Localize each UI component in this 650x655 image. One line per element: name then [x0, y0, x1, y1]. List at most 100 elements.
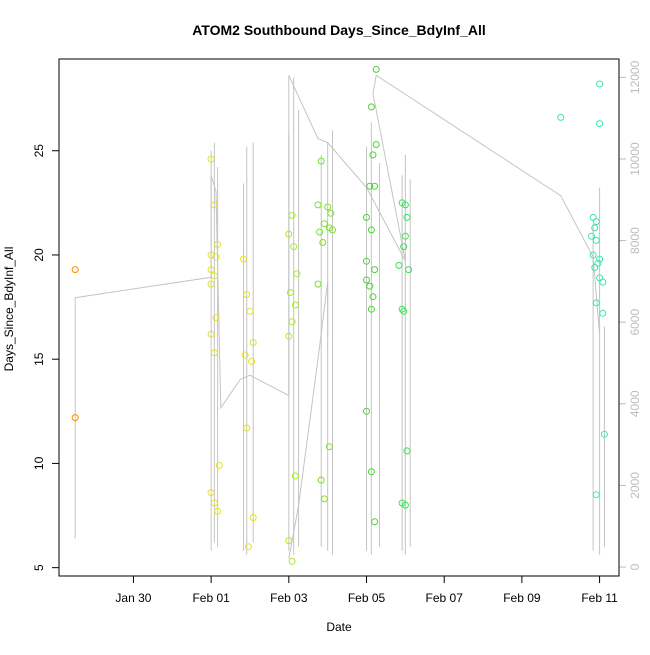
- data-point-s1-6: [210, 272, 218, 280]
- data-point-s5-1: [401, 201, 409, 209]
- data-point-s5-9: [403, 447, 411, 455]
- data-point-s1-9: [207, 330, 215, 338]
- data-point-s3-11: [317, 476, 325, 484]
- data-point-s6-8: [589, 251, 597, 259]
- data-point-s2-6: [288, 318, 296, 326]
- data-point-s3-9: [314, 280, 322, 288]
- data-point-s2-8: [291, 472, 299, 480]
- data-point-s1-21: [243, 424, 251, 432]
- data-point-s0-0: [71, 266, 79, 274]
- data-point-s2-2: [290, 243, 298, 251]
- data-point-s6-0: [557, 113, 565, 121]
- data-point-s1-10: [210, 349, 218, 357]
- data-point-s6-17: [592, 491, 600, 499]
- data-point-s4-13: [367, 305, 375, 313]
- y2-tick-label-0: 0: [628, 563, 642, 570]
- x-tick-label-0: Jan 30: [115, 591, 151, 605]
- x-tick-label-1: Feb 01: [192, 591, 230, 605]
- data-point-s1-8: [212, 314, 220, 321]
- chart-title: ATOM2 Southbound Days_Since_BdyInf_All: [192, 22, 486, 38]
- data-point-s6-15: [599, 309, 607, 317]
- data-point-s6-1: [596, 80, 604, 88]
- data-point-s1-19: [241, 351, 249, 359]
- y-tick-label-1: 10: [32, 456, 46, 470]
- data-point-s1-20: [248, 357, 256, 365]
- data-point-s5-8: [400, 307, 408, 315]
- data-point-s4-4: [366, 182, 374, 190]
- data-point-s6-13: [599, 278, 607, 286]
- data-point-s1-14: [214, 507, 222, 515]
- data-point-s3-4: [320, 220, 328, 228]
- data-point-s2-4: [286, 289, 294, 296]
- y-tick-label-4: 25: [32, 144, 46, 158]
- data-point-s1-15: [240, 255, 247, 263]
- data-point-s6-3: [589, 213, 597, 221]
- data-point-s4-11: [366, 282, 374, 290]
- data-point-s5-6: [405, 266, 413, 274]
- data-point-s3-3: [327, 209, 335, 217]
- axes-layer: Jan 30 Feb 01 Feb 03 Feb 05 Feb 07 Feb 09 Feb …: [32, 60, 642, 605]
- data-point-s5-11: [401, 501, 409, 509]
- data-point-s5-4: [400, 243, 408, 251]
- data-point-s3-12: [320, 495, 328, 503]
- data-point-s4-8: [363, 257, 370, 265]
- data-point-s2-0: [288, 211, 296, 219]
- data-point-s6-16: [600, 430, 608, 438]
- data-point-s2-7: [285, 332, 293, 340]
- data-point-s1-2: [214, 241, 222, 248]
- data-point-s5-2: [403, 213, 411, 221]
- data-point-s6-9: [596, 255, 604, 263]
- data-point-s1-0: [207, 155, 215, 163]
- data-point-s1-16: [243, 291, 251, 299]
- data-point-s1-5: [207, 266, 215, 274]
- data-point-s4-15: [367, 468, 375, 476]
- data-point-s6-5: [591, 224, 599, 232]
- data-point-s4-1: [367, 103, 375, 111]
- data-point-s0-1: [71, 414, 79, 422]
- data-point-s6-14: [592, 299, 600, 307]
- data-point-s1-11: [215, 462, 223, 469]
- x-axis-label: Date: [326, 620, 352, 634]
- y2-tick-label-6: 12000: [628, 60, 642, 94]
- y2-tick-label-2: 4000: [628, 390, 642, 417]
- data-point-s3-6: [329, 226, 336, 234]
- x-tick-label-6: Feb 11: [581, 591, 618, 605]
- x-tick-label-5: Feb 09: [503, 591, 541, 605]
- x-tick-label-4: Feb 07: [426, 591, 464, 605]
- data-point-s4-9: [371, 266, 379, 274]
- data-point-s3-2: [324, 203, 332, 211]
- y2-tick-label-4: 8000: [628, 227, 642, 254]
- data-point-s6-10: [594, 259, 602, 267]
- data-points-layer: [71, 65, 608, 565]
- data-point-s4-10: [363, 276, 370, 284]
- data-point-s6-11: [591, 264, 599, 271]
- data-point-s3-10: [325, 443, 333, 451]
- data-point-s1-12: [207, 489, 215, 497]
- data-point-s1-17: [246, 307, 254, 315]
- data-point-s1-23: [244, 543, 252, 551]
- data-point-s4-2: [372, 141, 380, 148]
- data-point-s5-7: [398, 305, 406, 313]
- data-point-s6-2: [596, 120, 604, 128]
- data-point-s4-0: [372, 65, 380, 73]
- x-tick-label-3: Feb 05: [348, 591, 386, 605]
- data-point-s5-5: [395, 261, 403, 269]
- secondary-trace-0: [74, 74, 601, 539]
- data-point-s1-18: [249, 339, 257, 346]
- secondary-series-layer: [74, 74, 605, 559]
- data-point-s4-7: [367, 226, 375, 234]
- data-point-s2-5: [291, 301, 299, 309]
- data-point-s1-1: [210, 201, 218, 209]
- data-point-s6-4: [592, 218, 600, 226]
- y-tick-label-2: 15: [32, 352, 46, 366]
- data-point-s4-3: [369, 151, 377, 159]
- x-tick-label-2: Feb 03: [270, 591, 308, 605]
- data-point-s6-7: [592, 236, 600, 244]
- data-point-s3-1: [314, 201, 322, 209]
- data-point-s2-9: [285, 537, 293, 545]
- data-point-s1-7: [207, 280, 215, 288]
- plot-frame: [58, 58, 620, 577]
- data-point-s3-7: [316, 228, 324, 236]
